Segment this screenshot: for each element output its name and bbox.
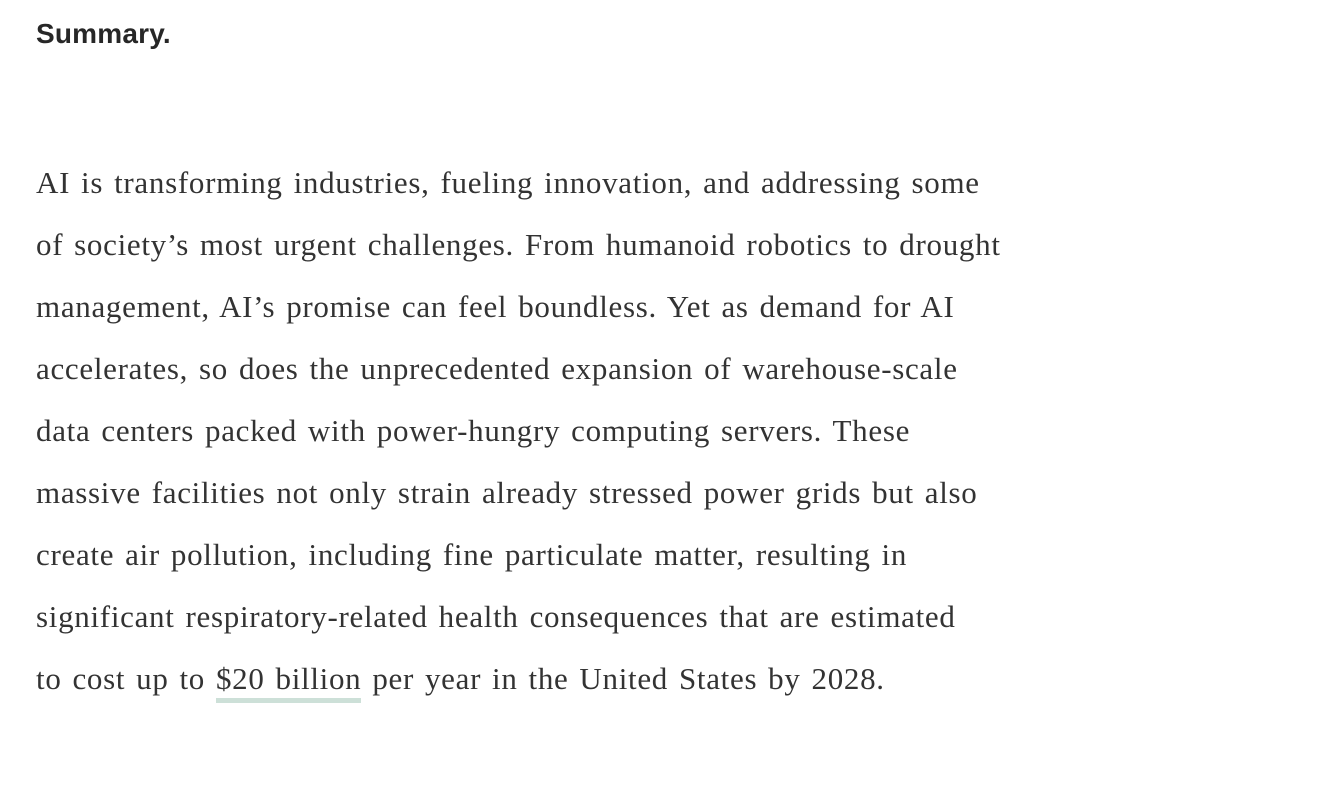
cost-estimate-link[interactable]: $20 billion	[215, 661, 362, 703]
paragraph-line-3: management, AI’s promise can feel boundl…	[36, 289, 955, 324]
paragraph-line-6: massive facilities not only strain alrea…	[36, 475, 978, 510]
paragraph-line-1: AI is transforming industries, fueling i…	[36, 165, 980, 200]
last-line-post-text: per year in the United States by 2028.	[361, 661, 885, 696]
summary-paragraph: AI is transforming industries, fueling i…	[36, 152, 1296, 710]
paragraph-line-2: of society’s most urgent challenges. Fro…	[36, 227, 1001, 262]
summary-heading: Summary.	[36, 18, 171, 49]
last-line-pre-text: to cost up to	[36, 661, 216, 696]
paragraph-line-7: create air pollution, including fine par…	[36, 537, 908, 572]
paragraph-line-4: accelerates, so does the unprecedented e…	[36, 351, 958, 386]
paragraph-line-8: significant respiratory-related health c…	[36, 599, 956, 634]
paragraph-line-5: data centers packed with power-hungry co…	[36, 413, 911, 448]
paragraph-line-9: to cost up to $20 billion per year in th…	[36, 648, 1296, 710]
